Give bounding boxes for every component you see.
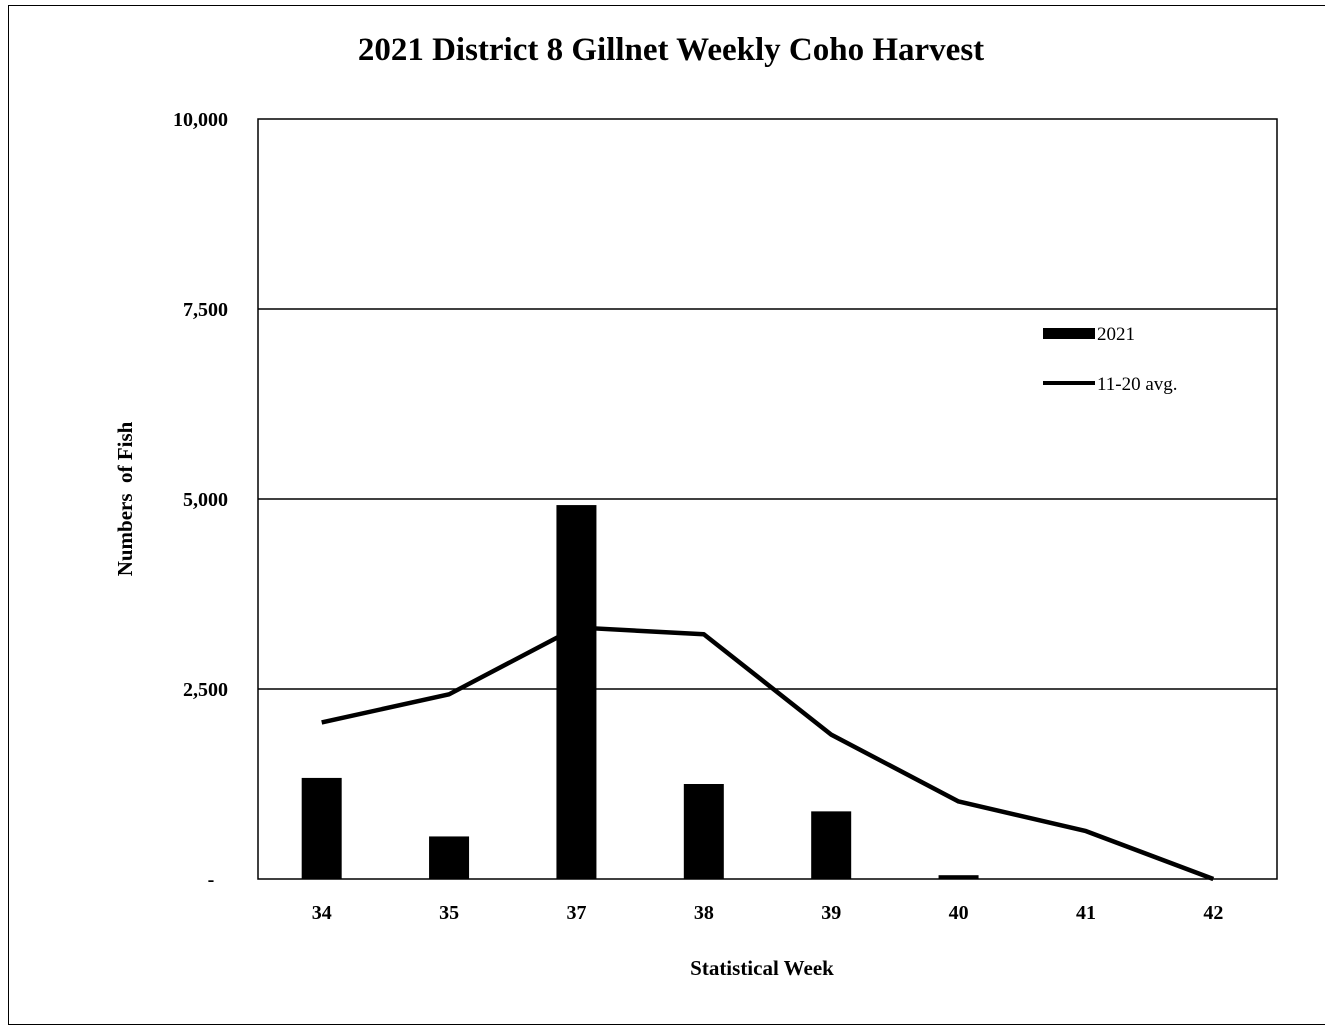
- gridlines: [258, 308, 1277, 690]
- x-tick-label: 41: [1076, 902, 1096, 924]
- x-tick-label: 35: [439, 902, 459, 924]
- bar-2021: [556, 505, 597, 879]
- x-tick-label: 37: [566, 902, 586, 924]
- y-tick-label: 5,000: [183, 489, 228, 511]
- avg-line: [321, 625, 1215, 882]
- legend: 2021 11-20 avg.: [1043, 324, 1178, 395]
- legend-label-2021: 2021: [1097, 324, 1135, 345]
- x-tick-label: 34: [312, 902, 332, 924]
- bar-2021: [429, 836, 470, 879]
- y-tick-label: -: [208, 869, 215, 891]
- bar-2021: [811, 811, 852, 879]
- chart-title: 2021 District 8 Gillnet Weekly Coho Harv…: [358, 32, 984, 68]
- legend-bar-swatch: [1043, 328, 1095, 339]
- y-axis-title: Numbers of Fish: [113, 421, 137, 576]
- x-axis-ticks: 34 35 37 38 39 40 41 42: [312, 902, 1224, 924]
- y-tick-label: 10,000: [173, 109, 228, 131]
- bar-2021: [301, 777, 342, 879]
- y-tick-label: 7,500: [183, 299, 228, 321]
- bar-2021: [683, 784, 724, 879]
- legend-label-avg: 11-20 avg.: [1097, 374, 1178, 395]
- x-tick-label: 39: [821, 902, 841, 924]
- y-axis-ticks: - 2,500 5,000 7,500 10,000: [173, 109, 228, 891]
- bars: [301, 505, 979, 879]
- x-tick-label: 42: [1203, 902, 1223, 924]
- bar-2021: [938, 875, 979, 879]
- y-tick-label: 2,500: [183, 679, 228, 701]
- x-tick-label: 40: [949, 902, 969, 924]
- x-axis-title: Statistical Week: [690, 956, 834, 980]
- plot-area-border: [257, 118, 1278, 880]
- avg-line-group: [321, 625, 1215, 882]
- x-tick-label: 38: [694, 902, 714, 924]
